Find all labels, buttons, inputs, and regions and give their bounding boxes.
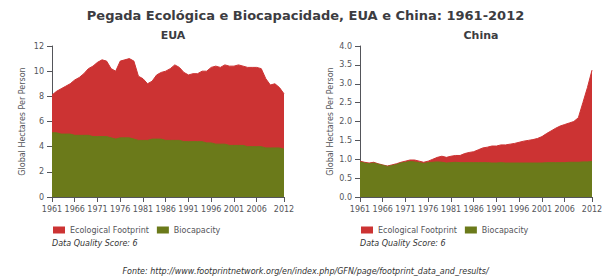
svg-text:0.5: 0.5 (339, 174, 352, 183)
svg-text:Global Hectares Per Person: Global Hectares Per Person (18, 67, 27, 175)
svg-text:2012: 2012 (274, 205, 294, 214)
svg-text:2012: 2012 (582, 205, 602, 214)
svg-text:3.0: 3.0 (339, 79, 352, 88)
svg-text:1961: 1961 (42, 205, 62, 214)
svg-text:4.0: 4.0 (339, 42, 352, 51)
svg-text:2.0: 2.0 (339, 117, 352, 126)
svg-text:2001: 2001 (224, 205, 244, 214)
svg-text:1976: 1976 (110, 205, 130, 214)
svg-text:2006: 2006 (247, 205, 267, 214)
svg-text:Fonte: http://www.footprintnet: Fonte: http://www.footprintnetwork.org/e… (122, 267, 489, 276)
svg-text:8: 8 (39, 92, 44, 101)
svg-text:Biocapacity: Biocapacity (482, 226, 529, 235)
svg-text:Data Quality Score: 6: Data Quality Score: 6 (360, 239, 446, 248)
svg-text:1986: 1986 (464, 205, 484, 214)
svg-text:1991: 1991 (178, 205, 198, 214)
svg-text:Ecological Footprint: Ecological Footprint (70, 226, 149, 235)
svg-text:EUA: EUA (161, 29, 186, 42)
svg-text:1.0: 1.0 (339, 155, 352, 164)
svg-text:12: 12 (34, 42, 44, 51)
svg-text:1971: 1971 (395, 205, 415, 214)
svg-text:0: 0 (39, 193, 44, 202)
svg-text:0.0: 0.0 (339, 193, 352, 202)
svg-text:1986: 1986 (156, 205, 176, 214)
svg-text:1971: 1971 (87, 205, 107, 214)
svg-text:China: China (464, 29, 499, 42)
svg-text:1976: 1976 (418, 205, 438, 214)
svg-text:1961: 1961 (350, 205, 370, 214)
svg-text:2: 2 (39, 167, 44, 176)
svg-text:2001: 2001 (532, 205, 552, 214)
svg-text:6: 6 (39, 117, 44, 126)
svg-text:2006: 2006 (555, 205, 575, 214)
svg-text:1996: 1996 (509, 205, 529, 214)
svg-text:1.5: 1.5 (339, 136, 352, 145)
svg-text:1996: 1996 (201, 205, 221, 214)
svg-text:Pegada Ecológica e Biocapacida: Pegada Ecológica e Biocapacidade, EUA e … (87, 8, 524, 23)
svg-text:10: 10 (34, 67, 44, 76)
svg-text:2.5: 2.5 (339, 98, 352, 107)
svg-text:Biocapacity: Biocapacity (174, 226, 221, 235)
svg-text:3.5: 3.5 (339, 60, 352, 69)
svg-text:1981: 1981 (441, 205, 461, 214)
svg-text:Global Hectares Per Person: Global Hectares Per Person (326, 67, 335, 175)
svg-text:1966: 1966 (373, 205, 393, 214)
svg-text:Data Quality Score: 6: Data Quality Score: 6 (52, 239, 138, 248)
svg-text:1966: 1966 (65, 205, 85, 214)
svg-text:Ecological Footprint: Ecological Footprint (378, 226, 457, 235)
svg-text:1981: 1981 (133, 205, 153, 214)
svg-text:1991: 1991 (486, 205, 506, 214)
svg-text:4: 4 (39, 142, 44, 151)
